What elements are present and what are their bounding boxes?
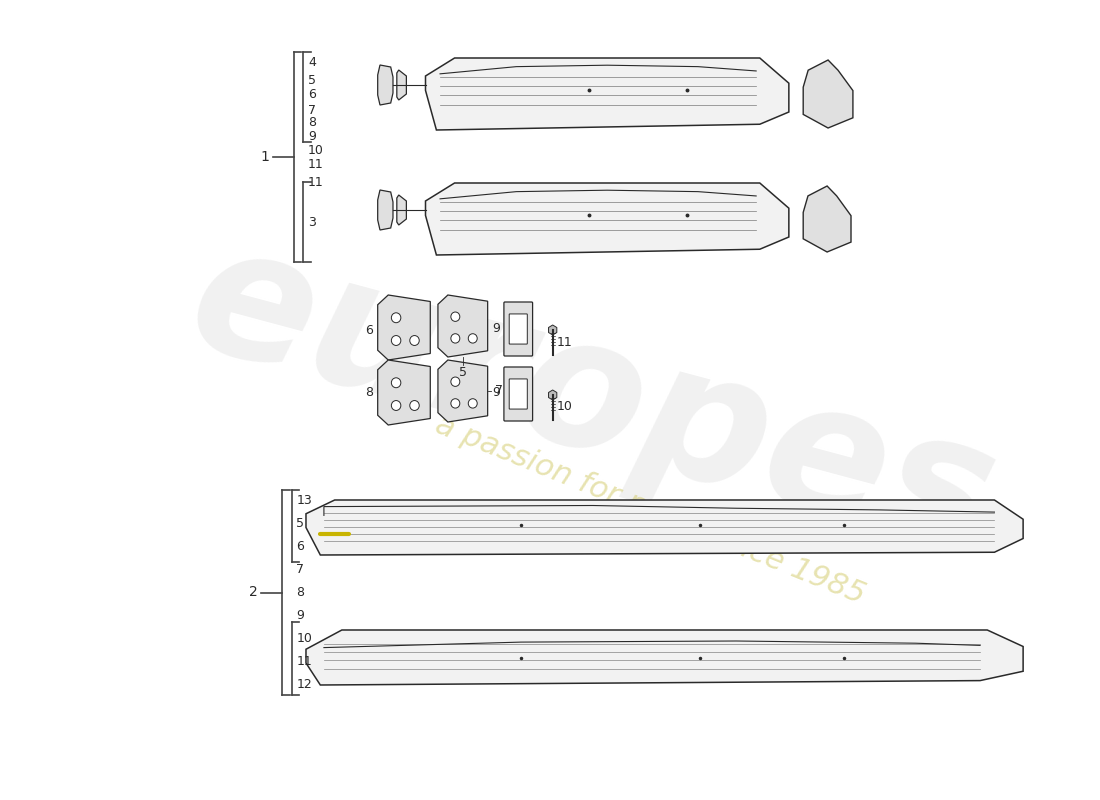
Circle shape — [469, 398, 477, 408]
Text: 13: 13 — [296, 494, 312, 506]
Text: 9: 9 — [296, 609, 305, 622]
Text: 5: 5 — [459, 366, 466, 378]
Text: 9: 9 — [492, 322, 500, 334]
Text: 6: 6 — [365, 323, 373, 337]
Circle shape — [410, 401, 419, 410]
Text: 10: 10 — [557, 401, 572, 414]
Text: 11: 11 — [308, 158, 323, 170]
Text: a passion for parts since 1985: a passion for parts since 1985 — [431, 410, 869, 610]
Text: 3: 3 — [308, 215, 316, 229]
Polygon shape — [803, 60, 852, 128]
Text: 2: 2 — [250, 586, 258, 599]
Polygon shape — [438, 360, 487, 422]
Polygon shape — [306, 500, 1023, 555]
FancyBboxPatch shape — [509, 379, 527, 409]
Polygon shape — [377, 65, 393, 105]
Text: 8: 8 — [365, 386, 373, 398]
FancyBboxPatch shape — [509, 314, 527, 344]
Text: 6: 6 — [308, 89, 316, 102]
Polygon shape — [549, 390, 557, 400]
Circle shape — [392, 313, 400, 322]
Text: 6: 6 — [296, 540, 305, 553]
Text: 11: 11 — [557, 335, 572, 349]
Text: 1: 1 — [261, 150, 270, 164]
FancyBboxPatch shape — [504, 302, 532, 356]
Text: 7: 7 — [495, 385, 504, 398]
Circle shape — [451, 312, 460, 322]
Polygon shape — [397, 195, 406, 225]
Circle shape — [392, 378, 400, 388]
Text: 5: 5 — [296, 517, 305, 530]
Polygon shape — [549, 325, 557, 335]
Polygon shape — [426, 183, 789, 255]
Text: 8: 8 — [296, 586, 305, 599]
Circle shape — [451, 377, 460, 386]
Text: 7: 7 — [296, 563, 305, 576]
Text: europes: europes — [173, 209, 1013, 591]
Polygon shape — [377, 190, 393, 230]
Text: 11: 11 — [296, 655, 312, 668]
Circle shape — [392, 335, 400, 346]
Polygon shape — [377, 360, 430, 425]
Polygon shape — [426, 58, 789, 130]
Circle shape — [410, 335, 419, 346]
Circle shape — [451, 398, 460, 408]
Text: 9: 9 — [308, 130, 316, 143]
Polygon shape — [438, 295, 487, 357]
Text: 4: 4 — [308, 55, 316, 69]
Text: 10: 10 — [308, 143, 323, 157]
Text: 8: 8 — [308, 117, 316, 130]
Text: 7: 7 — [308, 103, 316, 117]
Polygon shape — [306, 630, 1023, 685]
Text: 10: 10 — [296, 632, 312, 646]
Text: 5: 5 — [308, 74, 316, 86]
Circle shape — [451, 334, 460, 343]
FancyBboxPatch shape — [504, 367, 532, 421]
Text: 12: 12 — [296, 678, 312, 691]
Text: 11: 11 — [308, 175, 323, 189]
Polygon shape — [803, 186, 851, 252]
Polygon shape — [397, 70, 406, 100]
Circle shape — [392, 401, 400, 410]
Polygon shape — [377, 295, 430, 360]
Text: 9: 9 — [492, 386, 500, 399]
Circle shape — [469, 334, 477, 343]
